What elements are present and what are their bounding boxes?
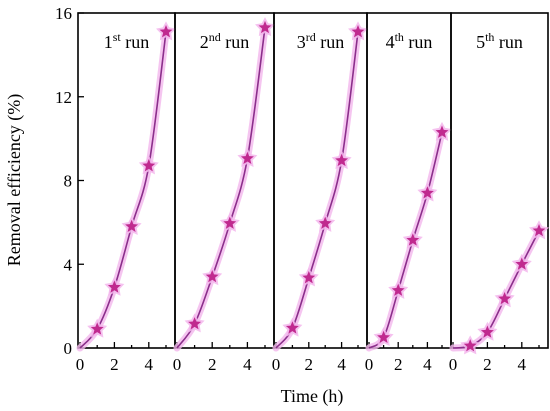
data-point [515, 257, 529, 270]
data-point [205, 270, 219, 283]
panel-run-3: 0 2 4 3rd run [272, 12, 368, 374]
x-tick-label: 4 [423, 355, 432, 374]
run-label: 2nd run [200, 30, 250, 52]
data-point [258, 20, 272, 34]
x-tick-label: 0 [76, 355, 85, 374]
y-axis-title: Removal efficiency (%) [4, 94, 25, 267]
data-point [159, 25, 173, 38]
x-tick-label: 2 [483, 355, 492, 374]
x-tick-label: 0 [449, 355, 458, 374]
data-point [435, 125, 449, 138]
data-point [223, 216, 237, 229]
series-line [275, 31, 359, 349]
series-line [176, 27, 266, 349]
series-glow [365, 128, 446, 352]
run-label: 5th run [476, 30, 523, 52]
data-point [463, 339, 477, 352]
x-tick-label: 0 [272, 355, 281, 374]
series-line [79, 31, 167, 349]
data-point [391, 283, 405, 296]
panel-run-1: 0 2 4 1st run [76, 12, 176, 374]
panel-run-2: 0 2 4 2nd run [173, 12, 275, 374]
y-tick-label: 8 [64, 172, 73, 191]
x-tick-label: 2 [305, 355, 314, 374]
x-tick-label: 0 [173, 355, 182, 374]
data-point [377, 330, 391, 344]
x-axis-title: Time (h) [281, 386, 344, 407]
data-point [240, 151, 254, 165]
data-point [90, 322, 104, 335]
data-point [188, 317, 202, 330]
data-point [480, 325, 494, 338]
panel-run-5: 0 2 4 5th run [449, 12, 549, 374]
x-tick-label: 2 [110, 355, 119, 374]
x-tick-label: 4 [518, 355, 527, 374]
data-point [351, 25, 365, 38]
data-point [285, 321, 299, 334]
data-point [302, 271, 316, 284]
x-tick-label: 4 [337, 355, 346, 374]
data-point [498, 292, 512, 305]
series-glow [272, 28, 362, 352]
x-tick-label: 4 [145, 355, 154, 374]
x-tick-label: 4 [243, 355, 252, 374]
data-point [142, 159, 156, 172]
data-point [335, 153, 349, 167]
y-tick-label: 0 [64, 339, 73, 358]
y-tick-label: 12 [55, 88, 72, 107]
run-label: 1st run [104, 30, 150, 52]
y-tick-label: 4 [64, 255, 73, 274]
series-glow [76, 28, 170, 352]
data-point [125, 219, 139, 233]
panel-run-4: 0 2 4 4th run [365, 12, 452, 374]
data-point [107, 280, 121, 293]
panel-frame [366, 12, 452, 349]
data-point [406, 233, 420, 246]
x-tick-label: 2 [208, 355, 217, 374]
panel-frame [450, 12, 549, 349]
data-point [532, 223, 546, 237]
y-tick-label: 16 [55, 4, 72, 23]
data-point [318, 216, 332, 229]
x-tick-label: 0 [365, 355, 374, 374]
x-tick-label: 2 [394, 355, 403, 374]
series-glow [173, 24, 269, 352]
run-label: 4th run [386, 30, 433, 52]
run-label: 3rd run [297, 30, 345, 52]
data-point [420, 186, 434, 199]
